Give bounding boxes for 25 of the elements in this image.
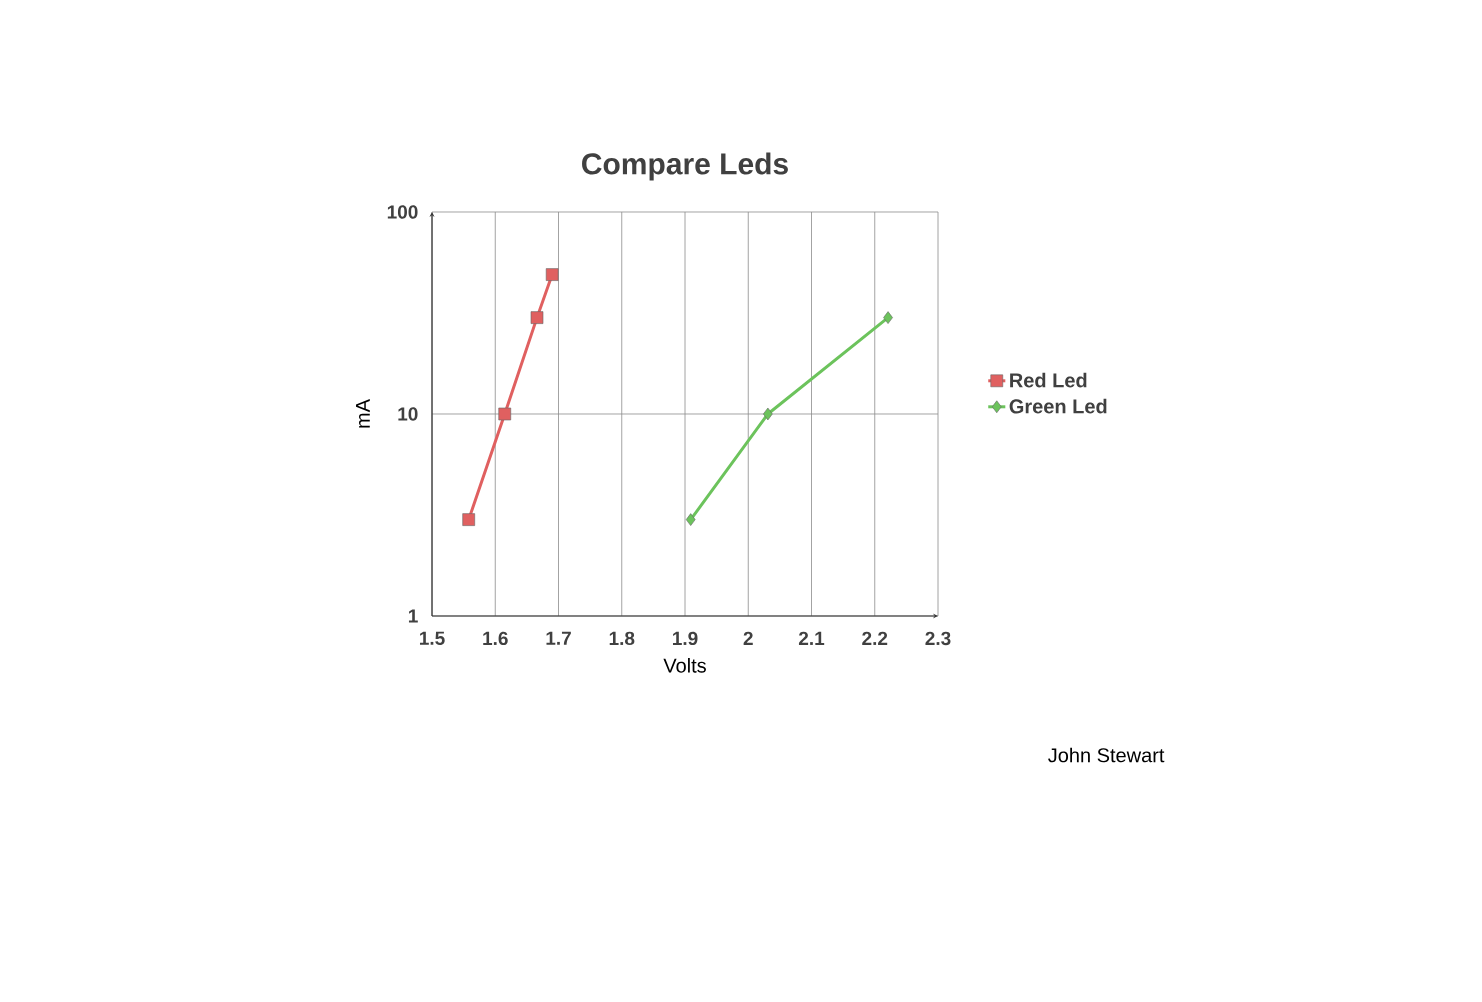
point (530, 311, 544, 324)
x-tick-label: 2.2 (862, 631, 888, 645)
x-tick-label: 2 (743, 631, 753, 645)
x-tick-label: 2.3 (925, 631, 951, 646)
y-axis-title: mA (356, 399, 370, 428)
point (685, 513, 696, 526)
x-tick-label: 1.7 (546, 631, 571, 645)
point (545, 268, 559, 281)
legend-label: Green Led (1009, 398, 1107, 414)
point (763, 407, 773, 421)
point (462, 513, 475, 526)
x-tick-label: 1.5 (419, 631, 445, 645)
point (883, 311, 893, 324)
x-tick-label: 1.8 (609, 631, 635, 646)
point (498, 407, 512, 421)
x-tick-label: 2.1 (798, 631, 825, 645)
chart-title: Compare Leds (582, 152, 788, 181)
y-tick-label: 100 (387, 205, 418, 219)
y-tick-label: 1 (408, 609, 418, 623)
y-tick-label: 10 (398, 407, 418, 421)
x-tick-label: 1.9 (672, 631, 698, 646)
text: John Stewart (1048, 747, 1165, 763)
legend-label: Red Led (1010, 372, 1087, 388)
x-tick-label: 1.6 (483, 631, 508, 646)
x-axis-title: Volts (663, 658, 706, 673)
